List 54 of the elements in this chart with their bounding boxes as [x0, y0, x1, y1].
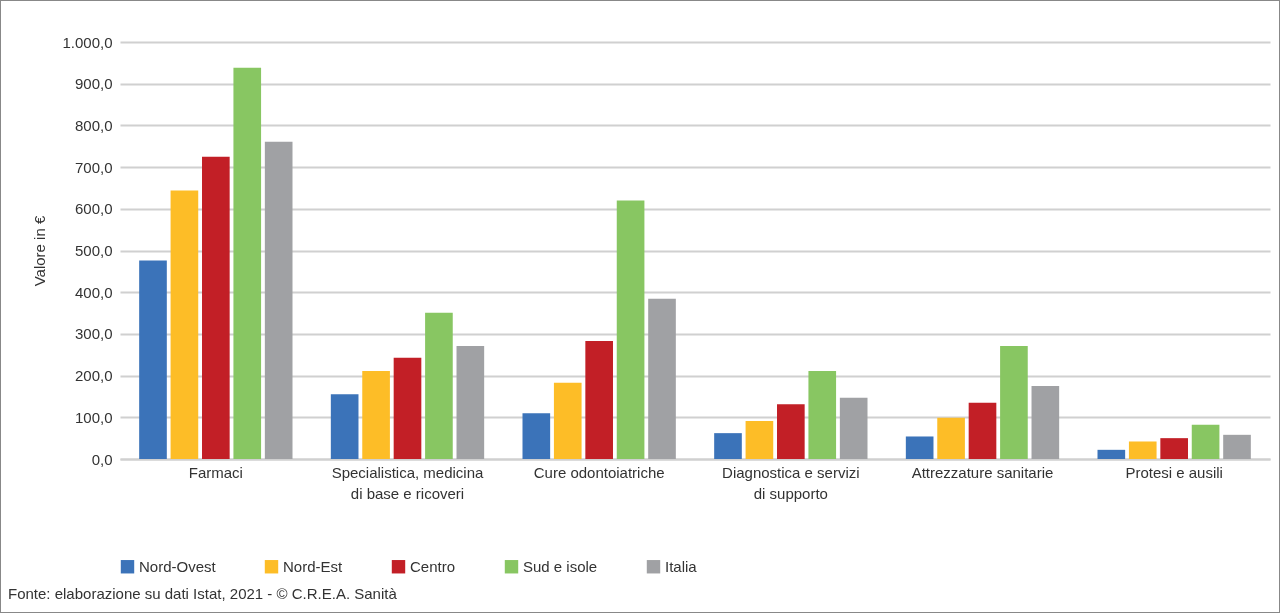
- legend-label: Nord-Ovest: [139, 557, 217, 575]
- bar: [1097, 449, 1126, 459]
- bar: [937, 417, 965, 459]
- bar: [425, 312, 453, 459]
- bar: [1191, 424, 1220, 459]
- legend-label: Centro: [410, 557, 456, 575]
- bar: [714, 433, 742, 459]
- bar: [264, 141, 293, 459]
- bar: [839, 397, 868, 459]
- x-tick-label: Diagnostica e servizi di supporto: [722, 463, 860, 502]
- y-tick-label: 100,0: [74, 408, 113, 426]
- source-note: Fonte: elaborazione su dati Istat, 2021 - © C.R.E.A. Sanità: [8, 585, 397, 602]
- y-tick-label: 900,0: [74, 75, 113, 93]
- bar: [139, 260, 167, 459]
- bar: [616, 200, 645, 459]
- bar: [1031, 386, 1060, 459]
- bar: [968, 402, 997, 459]
- bar: [1160, 438, 1188, 459]
- bar: [456, 345, 485, 459]
- bar: [745, 421, 774, 459]
- y-tick-label: 300,0: [74, 325, 113, 343]
- x-tick-label: Specialistica, medicina di base e ricoveri: [331, 463, 485, 502]
- bar: [808, 371, 837, 459]
- legend-label: Sud e isole: [523, 557, 598, 575]
- bar: [1000, 345, 1028, 459]
- bar: [585, 340, 613, 459]
- bar: [233, 67, 262, 459]
- bar: [393, 357, 422, 459]
- x-tick-label: Protesi e ausili: [1125, 463, 1223, 481]
- y-tick-label: 600,0: [74, 200, 113, 218]
- y-tick-label: 700,0: [74, 158, 113, 176]
- x-tick-label: Cure odontoiatriche: [533, 463, 665, 481]
- bar: [170, 190, 199, 459]
- bar: [1223, 434, 1251, 459]
- y-tick-label: 500,0: [74, 242, 113, 259]
- legend-label: Italia: [665, 557, 698, 575]
- y-tick-label: 400,0: [74, 283, 113, 301]
- bar: [905, 436, 934, 459]
- bar: [648, 298, 676, 459]
- bar: [522, 413, 551, 459]
- y-tick-label: 1.000,0: [62, 33, 113, 51]
- bar: [1128, 441, 1157, 459]
- bar: [553, 382, 582, 459]
- bar: [202, 156, 230, 459]
- y-axis-title: Valore in €: [31, 215, 49, 287]
- bar: [330, 394, 359, 459]
- bar: [362, 371, 390, 459]
- y-tick-label: 800,0: [74, 116, 113, 134]
- legend-label: Nord-Est: [283, 557, 344, 575]
- x-tick-label: Attrezzature sanitarie: [911, 463, 1054, 481]
- y-tick-label: 200,0: [74, 367, 113, 385]
- x-tick-label: Farmaci: [188, 463, 243, 481]
- bar: [777, 404, 805, 459]
- y-tick-label: 0,0: [91, 450, 113, 468]
